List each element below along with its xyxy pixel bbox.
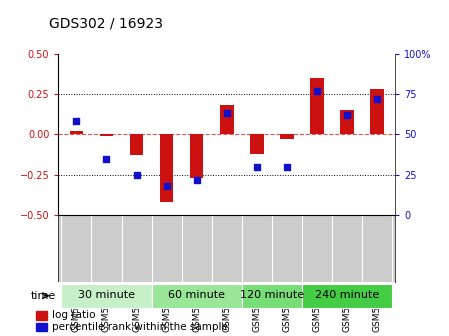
- Text: percentile rank within the sample: percentile rank within the sample: [52, 322, 228, 332]
- Bar: [36, 311, 47, 320]
- Text: 120 minute: 120 minute: [240, 290, 304, 300]
- Bar: [152, 284, 242, 308]
- Point: [223, 111, 230, 116]
- Point: [103, 156, 110, 161]
- Point: [253, 164, 260, 169]
- Bar: [62, 284, 152, 308]
- Bar: [370, 89, 384, 134]
- Bar: [100, 134, 113, 136]
- Bar: [250, 134, 264, 154]
- Text: log ratio: log ratio: [52, 310, 96, 320]
- Text: 60 minute: 60 minute: [168, 290, 225, 300]
- Text: time: time: [31, 291, 56, 301]
- Point: [163, 183, 170, 189]
- Bar: [70, 131, 83, 134]
- Bar: [190, 134, 203, 178]
- Bar: [130, 134, 143, 155]
- Bar: [280, 134, 294, 139]
- Point: [343, 112, 351, 118]
- Bar: [36, 323, 47, 331]
- Text: 240 minute: 240 minute: [315, 290, 379, 300]
- Point: [283, 164, 291, 169]
- Bar: [220, 106, 233, 134]
- Bar: [340, 110, 354, 134]
- Point: [374, 96, 381, 101]
- Bar: [242, 284, 302, 308]
- Text: GDS302 / 16923: GDS302 / 16923: [49, 16, 163, 30]
- Text: 30 minute: 30 minute: [78, 290, 135, 300]
- Bar: [310, 78, 324, 134]
- Point: [313, 88, 321, 93]
- Point: [133, 172, 140, 177]
- Bar: [302, 284, 392, 308]
- Bar: [160, 134, 173, 202]
- Point: [193, 177, 200, 182]
- Point: [73, 119, 80, 124]
